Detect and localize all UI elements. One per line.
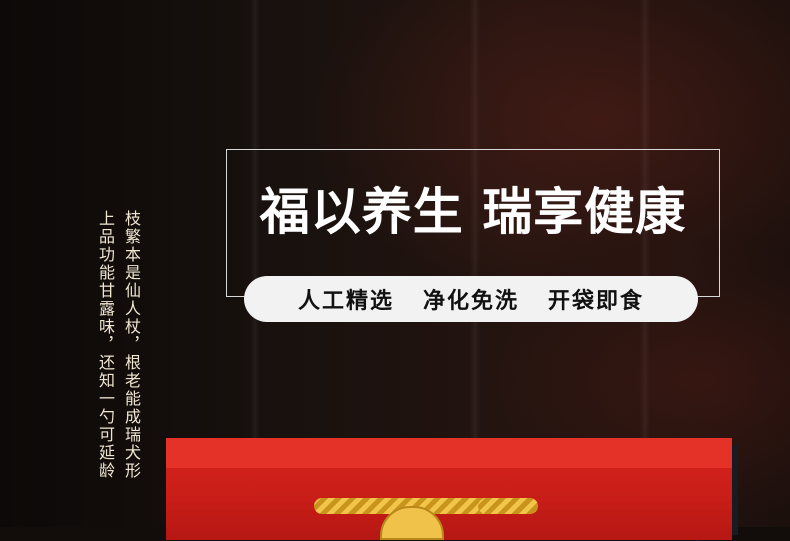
background-slat	[250, 0, 260, 527]
bag-rope-handle	[478, 498, 538, 514]
tagline-pill: 人工精选 净化免洗 开袋即食	[244, 276, 698, 322]
background-slat	[470, 0, 480, 527]
background-slat	[640, 0, 650, 527]
poem-column-1: 枝繁本是仙人杖，根老能成瑞犬形	[122, 210, 141, 480]
poem-column-2: 上品功能甘露味，还知一勺可延龄	[96, 210, 115, 480]
gift-bag-top-flap	[166, 438, 732, 468]
headline: 福以养生 瑞享健康	[259, 182, 687, 241]
